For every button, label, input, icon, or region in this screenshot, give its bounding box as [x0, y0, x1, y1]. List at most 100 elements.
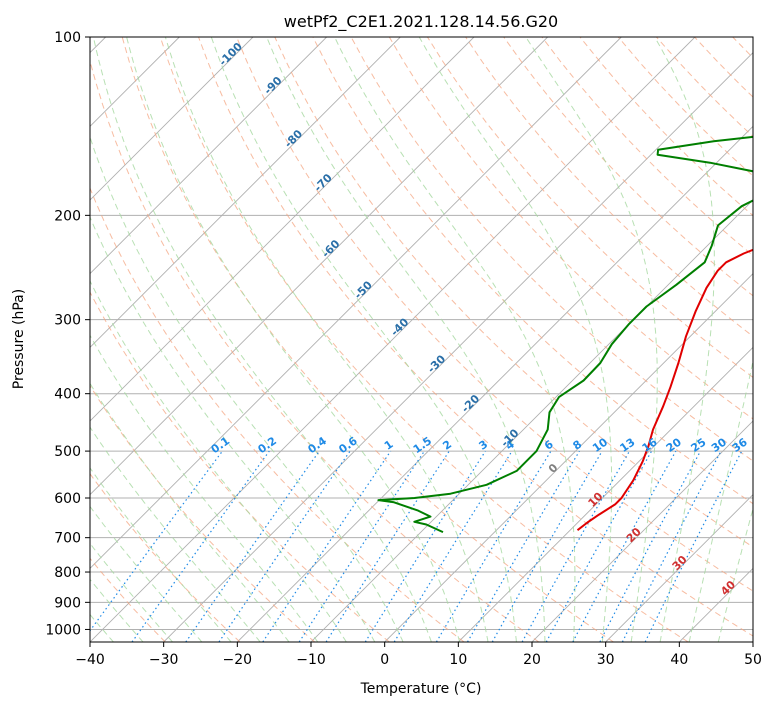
mixing-ratio-line — [90, 450, 223, 632]
isotherm-line — [90, 37, 254, 201]
dry-adiabat — [90, 384, 316, 642]
dry-adiabat — [236, 37, 753, 592]
mixing-ratio-line — [545, 450, 653, 642]
moist-adiabat — [90, 542, 173, 642]
moist-adiabat — [525, 37, 658, 642]
isotherm-line — [605, 494, 753, 642]
isotherm-line — [90, 37, 622, 569]
mixing-ratio-line — [435, 450, 552, 642]
dry-adiabat — [350, 37, 753, 462]
mixing-ratio-label: 25 — [689, 436, 709, 455]
x-tick-label: 40 — [670, 652, 688, 668]
dry-adiabat — [732, 37, 753, 59]
moist-adiabat — [90, 334, 319, 642]
mixing-ratio-line — [599, 450, 702, 642]
moist-adiabat — [688, 358, 753, 642]
mixing-ratio-line — [185, 450, 320, 642]
y-tick-label: 300 — [54, 313, 81, 329]
mixing-ratio-label: 0.6 — [336, 434, 360, 456]
moist-adiabat-label: 20 — [624, 525, 644, 545]
isotherm-label: -20 — [459, 392, 482, 415]
mixing-ratio-line — [325, 450, 450, 642]
moist-adiabat — [90, 505, 203, 642]
mixing-ratio-line — [131, 450, 270, 642]
moist-adiabat-label: 30 — [670, 553, 690, 573]
mixing-ratio-line — [262, 450, 392, 642]
mixing-ratio-line — [466, 450, 580, 642]
dry-adiabat — [541, 37, 753, 257]
mixing-ratio-label: 20 — [664, 435, 684, 455]
moist-adiabat — [90, 426, 261, 642]
x-tick-label: 0 — [380, 652, 389, 668]
x-axis: −40 −30 −20 −10 0 10 20 30 40 50 — [75, 642, 762, 668]
dewpoint-profile — [377, 135, 753, 534]
moist-adiabat — [90, 382, 290, 642]
moist-adiabat — [418, 37, 613, 642]
dry-adiabat — [694, 37, 753, 98]
chart-title: wetPf2_C2E1.2021.128.14.56.G20 — [284, 12, 558, 32]
dry-adiabat — [426, 37, 753, 378]
y-axis-label: Pressure (hPa) — [11, 289, 27, 389]
mixing-ratio-label: 2 — [440, 438, 454, 453]
y-tick-label: 500 — [54, 444, 81, 460]
y-axis: 100 200 300 400 500 600 700 800 900 1000 — [45, 30, 90, 638]
isotherm-line — [531, 420, 753, 642]
y-tick-label: 200 — [54, 208, 81, 224]
moist-adiabat — [126, 37, 461, 642]
mixing-ratio-label: 1 — [382, 438, 396, 453]
mixing-ratio-line — [298, 450, 425, 642]
isotherm-label: -10 — [498, 426, 521, 449]
isotherm-line — [384, 273, 753, 642]
x-tick-label: 50 — [744, 652, 762, 668]
mixing-ratio-line — [364, 450, 486, 642]
isotherm-line — [237, 125, 753, 642]
sounding-profiles — [377, 135, 753, 534]
isotherm-label: -40 — [388, 315, 411, 338]
mixing-ratio-label: 13 — [617, 436, 637, 455]
dry-adiabat — [121, 37, 614, 642]
dry-adiabat — [274, 37, 753, 548]
x-tick-label: 10 — [449, 652, 467, 668]
mixing-ratio-line — [393, 450, 513, 642]
mixing-ratio-line — [621, 450, 722, 642]
y-tick-label: 600 — [54, 491, 81, 507]
mixing-ratio-label: 8 — [571, 438, 585, 453]
mixing-ratio-label: 30 — [709, 435, 729, 455]
isotherm-line — [679, 567, 753, 642]
dry-adiabat — [656, 37, 753, 138]
dry-adiabat — [465, 37, 753, 338]
temperature-profile — [576, 248, 753, 531]
y-tick-label: 800 — [54, 565, 81, 581]
moist-adiabat — [717, 506, 753, 642]
dry-adiabat — [312, 37, 753, 505]
isotherm-label: -70 — [312, 171, 335, 194]
moist-adiabat-label: 40 — [718, 578, 738, 598]
x-axis-label: Temperature (°C) — [360, 681, 482, 697]
moist-adiabat-label: 10 — [586, 490, 606, 510]
isotherm-line — [752, 641, 753, 642]
mixing-ratio-label: 1.5 — [411, 434, 434, 456]
moist-adiabat — [90, 135, 404, 642]
dry-adiabat — [503, 37, 753, 297]
mixing-ratio-label: 3 — [477, 438, 491, 453]
moist-adiabat — [654, 37, 715, 642]
isotherm-label: -50 — [352, 278, 375, 301]
mixing-ratio-label: 0.4 — [306, 434, 330, 456]
isotherm-line — [90, 37, 696, 642]
y-tick-label: 1000 — [45, 622, 81, 638]
dry-adiabat — [90, 59, 540, 642]
dry-adiabat — [198, 37, 753, 637]
mixing-ratio-label: 10 — [590, 435, 610, 455]
moist-adiabat — [164, 37, 489, 642]
isotherm-line — [90, 37, 401, 348]
moist-adiabat — [90, 215, 376, 642]
plot-frame — [89, 36, 754, 643]
isotherm-label: -30 — [425, 352, 448, 375]
mixing-ratio-label: 6 — [542, 438, 556, 453]
y-tick-label: 400 — [54, 387, 81, 403]
dry-adiabat — [90, 291, 390, 642]
dry-adiabat — [90, 186, 465, 642]
isotherm-line — [90, 37, 548, 496]
mixing-ratio-line — [218, 450, 351, 642]
